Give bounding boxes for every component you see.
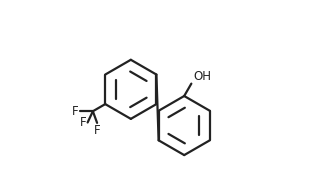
Text: F: F <box>72 105 79 118</box>
Text: F: F <box>94 124 100 137</box>
Text: OH: OH <box>193 70 211 83</box>
Text: F: F <box>80 116 86 129</box>
